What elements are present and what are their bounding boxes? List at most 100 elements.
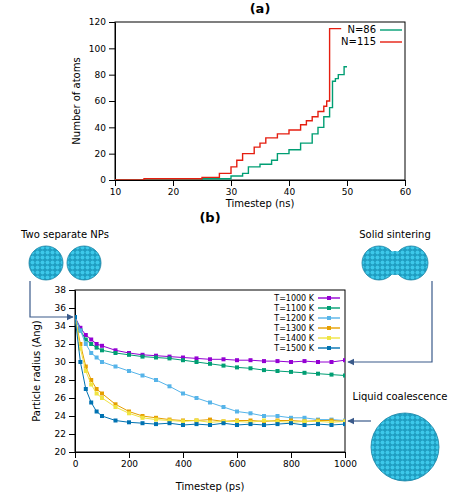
tick-label: 800 <box>283 459 300 469</box>
marker <box>276 414 280 418</box>
legend-marker <box>327 336 331 340</box>
tick-label: 0 <box>73 459 79 469</box>
marker <box>78 329 82 333</box>
plot-frame <box>75 290 345 452</box>
legend-swatch <box>380 41 402 42</box>
marker <box>195 356 199 360</box>
series-line <box>115 67 347 180</box>
marker <box>89 401 93 405</box>
marker <box>262 368 266 372</box>
marker <box>114 351 118 355</box>
tick: 34 <box>55 321 75 331</box>
tick: 100 <box>89 44 115 54</box>
tick-mark <box>345 452 346 458</box>
marker <box>303 359 307 363</box>
marker <box>208 357 212 361</box>
tick-label: 36 <box>55 303 67 313</box>
marker <box>75 315 77 319</box>
marker <box>262 359 266 363</box>
tick: 60 <box>95 96 115 106</box>
marker <box>75 315 77 319</box>
tick-mark <box>109 154 115 155</box>
nanoparticle <box>371 413 439 481</box>
tick-label: 30 <box>226 187 238 197</box>
marker <box>95 392 99 396</box>
arrows <box>30 281 432 421</box>
legend-label: T=1400 K <box>273 334 314 343</box>
legend-marker <box>327 316 331 320</box>
marker <box>195 419 199 423</box>
tick-mark <box>109 127 115 128</box>
tick: 50 <box>342 180 354 197</box>
tick-label: 20 <box>95 149 107 159</box>
marker <box>127 420 131 424</box>
marker <box>343 374 345 378</box>
legend: N=86N=115 <box>341 24 402 47</box>
marker <box>276 369 280 373</box>
marker <box>235 419 239 423</box>
marker <box>84 369 88 373</box>
tick-mark <box>109 22 115 23</box>
marker <box>235 419 239 423</box>
tick: 80 <box>95 70 115 80</box>
legend-label: T=1200 K <box>273 314 314 323</box>
tick-label: 200 <box>121 459 138 469</box>
tick: 20 <box>55 447 75 457</box>
tick-label: 20 <box>55 447 67 457</box>
marker <box>95 410 99 414</box>
marker <box>195 396 199 400</box>
series-line <box>75 317 345 425</box>
tick: 26 <box>55 393 75 403</box>
marker <box>276 359 280 363</box>
tick-label: 24 <box>55 411 67 421</box>
marker <box>84 342 88 346</box>
marker <box>316 372 320 376</box>
marker <box>262 419 266 423</box>
marker <box>303 419 307 423</box>
tick: 38 <box>55 285 75 295</box>
tick: 28 <box>55 375 75 385</box>
tick: 400 <box>175 452 192 469</box>
marker <box>303 423 307 427</box>
marker <box>75 315 77 319</box>
tick: 30 <box>226 180 238 197</box>
tick-mark <box>69 398 75 399</box>
arrow <box>30 281 73 317</box>
marker <box>114 365 118 369</box>
tick-label: 120 <box>89 17 106 27</box>
marker <box>95 342 99 346</box>
legend-marker <box>327 306 331 310</box>
tick-mark <box>231 180 232 186</box>
marker <box>75 315 77 319</box>
marker <box>289 421 293 425</box>
marker <box>208 401 212 405</box>
tick-label: 28 <box>55 375 67 385</box>
tick: 40 <box>95 123 115 133</box>
tick-label: 20 <box>168 187 180 197</box>
marker <box>141 416 145 420</box>
x-axis: 02004006008001000 <box>73 452 358 469</box>
marker <box>208 423 212 427</box>
marker <box>195 419 199 423</box>
tick-label: 40 <box>284 187 296 197</box>
tick-mark <box>237 452 238 458</box>
annotation: Solid sintering <box>359 229 431 240</box>
marker <box>249 366 253 370</box>
marker <box>262 423 266 427</box>
tick-mark <box>69 452 75 453</box>
marker <box>276 422 280 426</box>
tick-label: 60 <box>95 96 107 106</box>
marker <box>114 405 118 409</box>
marker <box>235 423 239 427</box>
marker <box>222 405 226 409</box>
tick-mark <box>173 180 174 186</box>
marker <box>141 355 145 359</box>
title: (b) <box>199 210 220 225</box>
marker <box>100 396 104 400</box>
nanoparticle <box>29 246 63 280</box>
legend-marker <box>327 346 331 350</box>
tick-mark <box>115 180 116 186</box>
marker <box>168 418 172 422</box>
marker <box>222 357 226 361</box>
x-axis-label: Timestep (ps) <box>175 481 245 492</box>
